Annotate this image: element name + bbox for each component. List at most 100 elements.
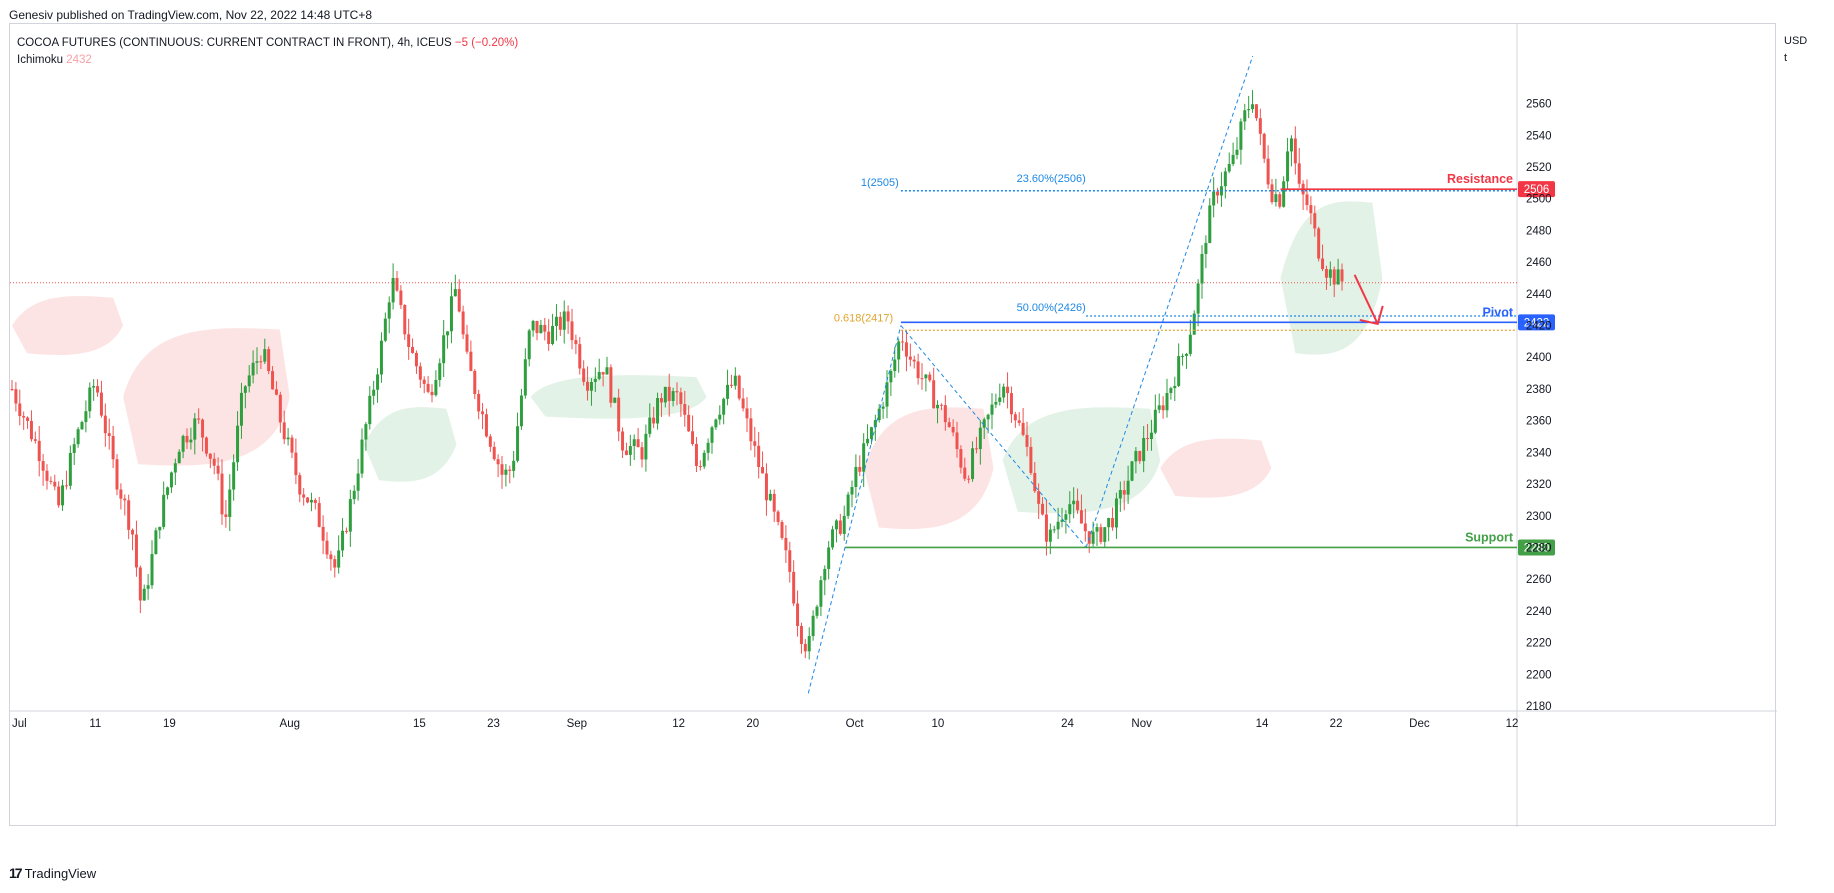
candle-bullish (1068, 504, 1072, 515)
candle-bullish (193, 418, 197, 440)
candle-bearish (624, 450, 628, 455)
chart-frame[interactable]: 1(2505) 23.60%(2506) 50.00%(2426) 0.618(241… (9, 23, 1777, 827)
candle-bearish (1099, 527, 1103, 542)
candle-bearish (1033, 472, 1037, 492)
candle-bearish (1309, 205, 1313, 214)
candle-bullish (1173, 385, 1177, 389)
candle-bearish (753, 441, 757, 446)
price-tick-2180: 2180 (1526, 701, 1552, 713)
candle-bullish (364, 424, 368, 440)
candle-bullish (1169, 388, 1173, 394)
candle-bullish (1064, 514, 1068, 520)
candle-bearish (675, 391, 679, 393)
candle-bullish (986, 414, 990, 420)
candle-bullish (387, 302, 391, 319)
candle-bearish (53, 481, 57, 487)
price-tick-2520: 2520 (1526, 162, 1552, 174)
candle-bearish (481, 411, 485, 415)
candle-bearish (212, 458, 216, 466)
candle-bearish (1313, 213, 1317, 229)
indicator-value: 2432 (66, 54, 92, 66)
candle-bearish (698, 466, 702, 468)
symbol-row[interactable]: COCOA FUTURES (CONTINUOUS: CURRENT CONTR… (17, 35, 518, 52)
candle-bearish (621, 431, 625, 451)
candle-bearish (259, 361, 263, 363)
candle-bearish (1146, 438, 1150, 440)
candle-bearish (574, 340, 578, 345)
tradingview-footer[interactable]: 17 TradingView (9, 865, 96, 881)
candle-bullish (866, 438, 870, 444)
candle-bearish (1079, 510, 1083, 524)
candle-bullish (72, 444, 76, 453)
candle-bullish (605, 367, 609, 375)
candle-bearish (691, 431, 695, 444)
candle-bullish (512, 460, 516, 471)
candle-bearish (799, 625, 803, 644)
candle-bearish (792, 571, 796, 604)
candle-bullish (1192, 313, 1196, 335)
candle-bullish (341, 530, 345, 551)
candle-bearish (488, 436, 492, 447)
candle-bearish (780, 521, 784, 538)
candle-bullish (589, 381, 593, 391)
currency-unit[interactable]: USD t (1784, 33, 1807, 67)
candle-bearish (788, 550, 792, 572)
price-tick-2280: 2280 (1526, 542, 1552, 554)
candle-bullish (554, 316, 558, 326)
candle-bearish (1025, 434, 1029, 447)
candle-bearish (1305, 194, 1309, 206)
candle-bearish (484, 414, 488, 437)
candle-bearish (729, 384, 733, 386)
fib-label-100: 1(2505) (861, 177, 899, 189)
candle-bearish (271, 371, 275, 390)
fib-label-50: 50.00%(2426) (1017, 302, 1086, 314)
candle-bullish (309, 499, 313, 503)
candle-bullish (1188, 334, 1192, 354)
indicator-row[interactable]: Ichimoku 2432 (17, 52, 518, 69)
candle-bearish (298, 475, 302, 495)
candle-bullish (718, 414, 722, 420)
candle-bullish (189, 439, 193, 443)
time-tick-15: 15 (413, 718, 426, 730)
candle-bullish (453, 289, 457, 297)
candle-bullish (834, 520, 838, 530)
candle-bearish (1324, 269, 1328, 278)
candle-bearish (920, 378, 924, 380)
price-tick-2500: 2500 (1526, 194, 1552, 206)
currency-code: USD (1784, 35, 1808, 47)
fib-label-236: 23.60%(2506) (1017, 173, 1086, 185)
candle-bullish (368, 395, 372, 425)
candle-bullish (1091, 531, 1095, 544)
candle-bullish (706, 442, 710, 453)
candle-bullish (1204, 242, 1208, 254)
candle-bearish (267, 349, 271, 372)
candle-bearish (1013, 414, 1017, 421)
price-chart[interactable]: 1(2505) 23.60%(2506) 50.00%(2426) 0.618(241… (10, 24, 1777, 827)
candle-bullish (523, 359, 527, 396)
candle-bearish (119, 489, 123, 499)
candle-bearish (1161, 405, 1165, 411)
candle-bullish (1149, 432, 1153, 440)
candle-bearish (49, 480, 53, 482)
candle-bullish (504, 469, 508, 475)
candle-bearish (469, 351, 473, 371)
candle-bearish (111, 436, 115, 460)
candle-bullish (978, 427, 982, 450)
candle-bearish (967, 478, 971, 480)
candle-bullish (1200, 253, 1204, 284)
candle-bearish (282, 422, 286, 440)
candle-bullish (1134, 450, 1138, 462)
candle-bearish (26, 417, 30, 421)
candle-bearish (908, 356, 912, 360)
candle-bullish (1118, 490, 1122, 499)
candle-bearish (418, 366, 422, 380)
candle-bullish (531, 320, 535, 331)
candle-bearish (1017, 420, 1021, 423)
candle-bullish (84, 411, 88, 423)
candle-bullish (1247, 109, 1251, 111)
candle-bearish (45, 470, 49, 481)
published-byline: Genesiv published on TradingView.com, No… (9, 8, 372, 22)
support-label: Support (1465, 530, 1514, 544)
indicator-name: Ichimoku (17, 54, 64, 66)
candle-bearish (912, 359, 916, 362)
